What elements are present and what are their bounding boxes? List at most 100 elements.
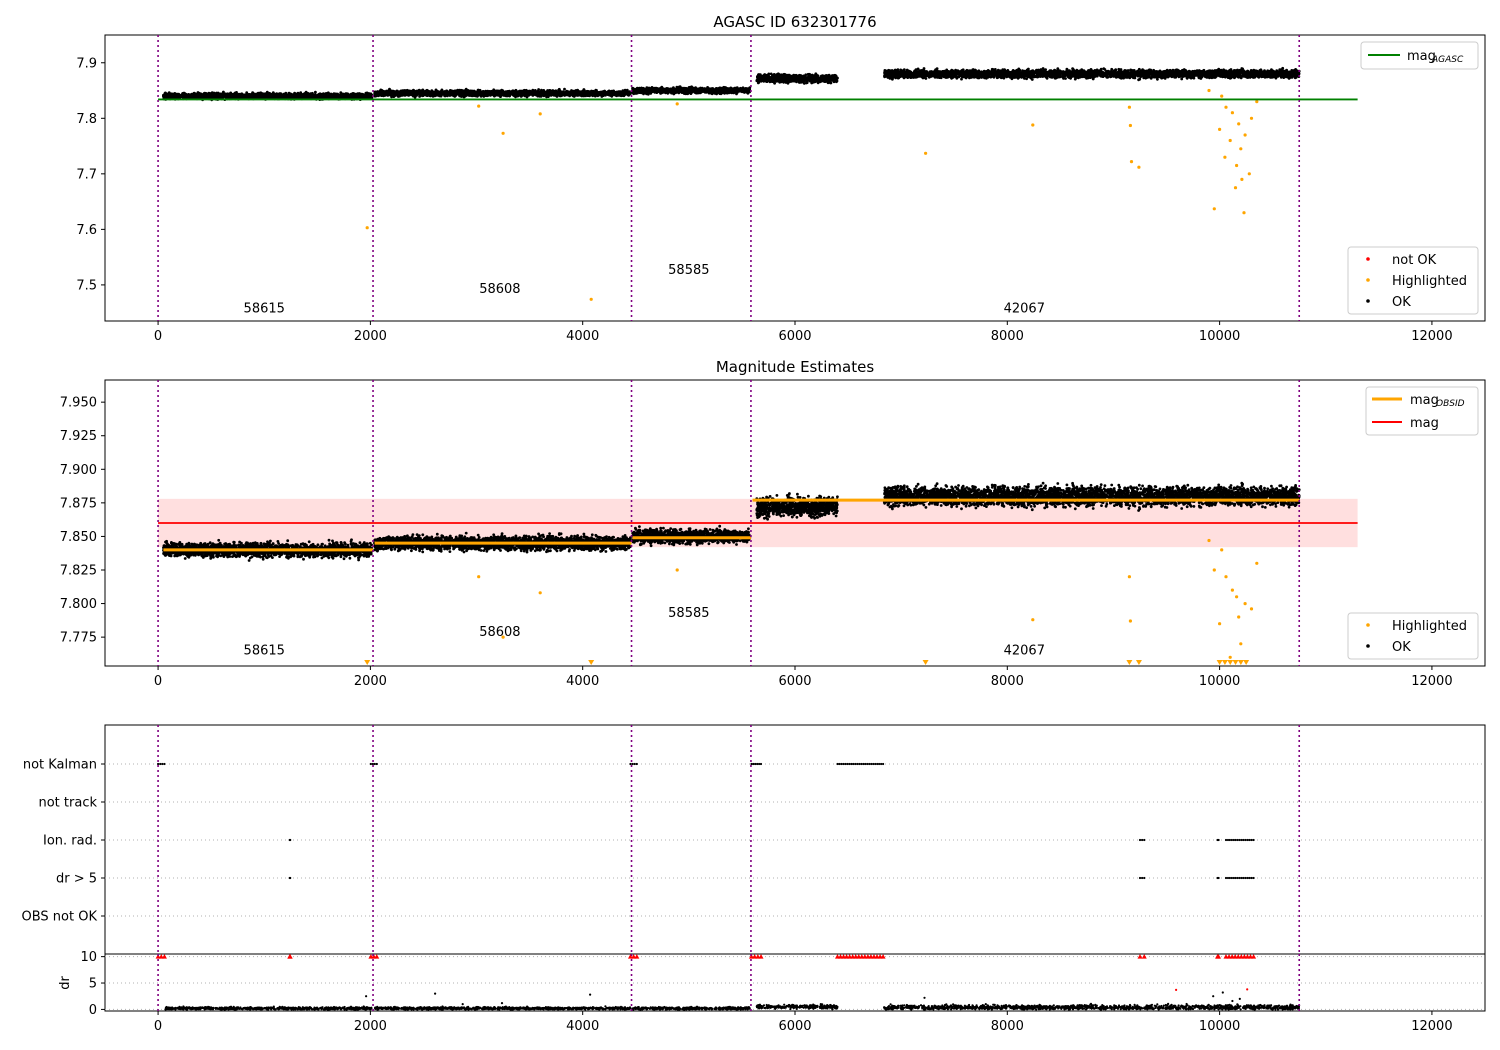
ok-point <box>571 94 575 97</box>
ok-point <box>648 91 651 95</box>
ok-point <box>537 90 541 94</box>
ok-point <box>282 93 285 97</box>
ok-point <box>395 89 399 93</box>
ok-point <box>308 94 312 98</box>
ok-point <box>635 90 639 93</box>
ok-point <box>475 93 478 96</box>
ok-point <box>437 93 441 96</box>
ok-point <box>413 94 417 98</box>
ok-point <box>449 93 453 96</box>
ok-point <box>197 95 201 98</box>
ok-point <box>542 93 546 97</box>
panel-title: AGASC ID 632301776 <box>713 13 876 31</box>
ok-point <box>471 93 475 97</box>
ok-point <box>287 91 291 95</box>
ok-point <box>284 94 288 98</box>
ok-point <box>663 88 667 92</box>
ok-point <box>558 89 562 93</box>
ok-point <box>226 93 230 97</box>
ok-point <box>392 91 396 95</box>
ok-point <box>212 95 216 99</box>
ok-point <box>242 93 246 97</box>
ok-point <box>729 88 733 92</box>
ok-point <box>184 93 188 97</box>
ok-point <box>256 94 259 98</box>
ok-point <box>683 87 687 91</box>
ok-point <box>721 90 725 94</box>
ok-point <box>197 92 201 96</box>
ok-point <box>221 94 225 97</box>
ok-point <box>458 91 462 95</box>
ok-point <box>580 92 583 96</box>
ok-point <box>680 89 684 92</box>
ok-point <box>400 90 404 93</box>
ok-point <box>690 85 693 89</box>
ok-point <box>565 93 569 97</box>
ok-point <box>743 87 747 91</box>
ok-point <box>218 94 221 98</box>
ok-point <box>587 92 591 96</box>
ok-point <box>321 92 325 96</box>
ok-point <box>429 92 432 96</box>
ok-point <box>300 94 303 98</box>
ok-point <box>318 93 321 97</box>
ok-point <box>346 92 349 96</box>
ok-point <box>538 93 542 96</box>
ok-point <box>550 91 554 95</box>
ok-point <box>412 89 416 92</box>
ok-point <box>490 91 494 95</box>
ok-point <box>531 92 535 95</box>
ok-point <box>245 93 249 97</box>
ok-point <box>563 91 567 95</box>
ok-point <box>560 94 563 98</box>
ok-point <box>174 93 178 96</box>
ok-point <box>516 94 520 98</box>
ok-point <box>425 88 429 92</box>
ok-point <box>170 95 174 98</box>
ok-point <box>194 94 198 98</box>
ok-point <box>293 92 297 96</box>
ok-point <box>187 95 191 99</box>
ok-point <box>518 90 522 94</box>
ok-point <box>328 92 331 96</box>
ok-point <box>177 92 181 96</box>
ok-point <box>726 89 730 92</box>
ok-point <box>673 89 677 92</box>
ok-point <box>367 95 371 99</box>
ok-point <box>181 95 185 99</box>
ok-point <box>609 90 613 94</box>
ok-point <box>464 93 467 97</box>
ok-point <box>251 95 255 98</box>
ok-point <box>304 90 308 94</box>
ok-point <box>278 93 282 96</box>
ok-point <box>289 94 292 98</box>
ok-point <box>684 90 688 94</box>
ok-point <box>718 90 722 93</box>
ok-point <box>404 93 407 96</box>
ok-point <box>585 90 589 94</box>
ok-point <box>245 91 249 94</box>
ok-point <box>508 92 512 96</box>
ok-point <box>653 86 657 90</box>
ok-point <box>354 94 358 98</box>
ok-point <box>563 87 566 91</box>
ok-point <box>334 95 338 99</box>
ok-point <box>600 90 604 94</box>
ok-point <box>603 91 607 94</box>
ok-point <box>337 95 341 98</box>
ok-point <box>568 91 572 95</box>
ok-point <box>606 92 610 95</box>
agasc-magnitude-panel: AGASC ID 632301776 586155860858585420670… <box>76 13 1486 344</box>
ok-point <box>376 91 380 94</box>
ok-point <box>723 87 727 90</box>
ok-point <box>618 92 622 95</box>
ok-point <box>528 92 531 95</box>
ok-point <box>478 88 482 92</box>
ok-point <box>472 90 475 94</box>
ok-point <box>459 95 463 98</box>
ok-point <box>534 92 538 96</box>
ok-point <box>314 90 317 94</box>
ok-point <box>505 93 509 97</box>
